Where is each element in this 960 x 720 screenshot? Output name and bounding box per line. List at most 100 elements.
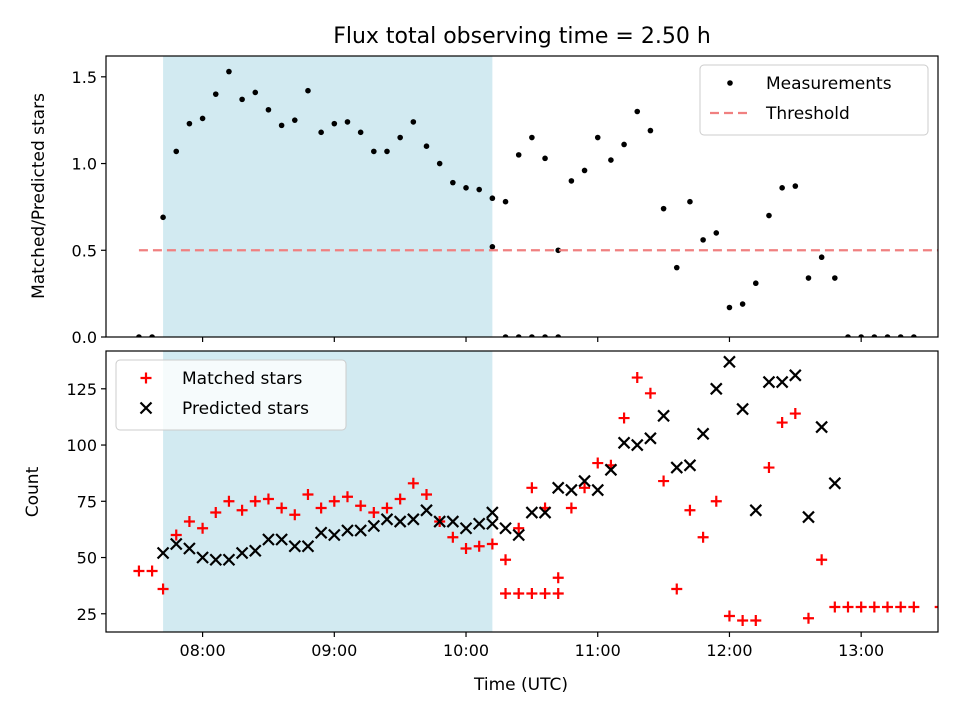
legend-box — [115, 359, 347, 431]
predicted-stars-point — [696, 427, 710, 441]
matched-stars-point — [895, 601, 907, 613]
predicted-stars-point — [565, 483, 578, 497]
matched-stars-point — [381, 502, 393, 514]
predicted-stars-point — [380, 513, 394, 526]
predicted-stars-point — [710, 382, 723, 396]
matched-stars-point — [223, 495, 235, 507]
matched-stars-point — [249, 495, 261, 507]
legend-marker-x — [139, 401, 153, 415]
legend-marker-dot — [727, 80, 733, 86]
measurement-point — [871, 334, 878, 337]
x-tick-label: 13:00 — [838, 641, 884, 660]
y-tick-label: 125 — [66, 380, 97, 399]
predicted-stars-point — [367, 519, 381, 533]
matched-stars-point — [658, 475, 670, 487]
y-tick-label: 0.5 — [72, 241, 97, 260]
predicted-stars-point — [630, 438, 644, 452]
predicted-stars-point — [222, 553, 236, 567]
y-tick-label: 1.5 — [72, 68, 97, 87]
predicted-stars-point — [657, 409, 670, 423]
legend-label: Predicted stars — [182, 399, 309, 419]
matched-stars-point — [882, 601, 894, 613]
matched-stars-point — [513, 588, 525, 600]
matched-stars-point — [684, 504, 696, 516]
matched-stars-point — [526, 588, 538, 600]
matched-stars-point — [552, 588, 564, 600]
matched-stars-point — [236, 504, 248, 516]
legend-marker-plus — [140, 372, 152, 384]
measurement-point — [515, 152, 522, 158]
measurement-point — [502, 334, 509, 337]
predicted-stars-point — [354, 524, 367, 537]
matched-stars-point — [486, 538, 498, 550]
measurement-point — [555, 247, 562, 254]
measurement-point — [226, 68, 232, 75]
predicted-stars-point — [775, 375, 789, 389]
x-tick-label: 08:00 — [180, 641, 226, 660]
matched-stars-point — [750, 615, 762, 627]
matched-stars-point — [460, 543, 472, 555]
predicted-stars-point — [235, 546, 249, 560]
matched-stars-point — [737, 615, 749, 627]
matched-stars-point — [407, 477, 419, 489]
predicted-stars-point — [393, 515, 407, 528]
measurement-point — [436, 160, 443, 167]
legend-box — [699, 64, 929, 136]
data-layer — [133, 355, 938, 627]
predicted-stars-point — [617, 436, 631, 450]
predicted-stars-point — [407, 513, 420, 526]
legend: Measurements Threshold — [699, 64, 929, 136]
matched-stars-point — [183, 516, 195, 528]
matched-stars-point — [723, 610, 735, 622]
measurement-point — [818, 254, 825, 261]
predicted-stars-point — [683, 459, 697, 472]
predicted-stars-point — [512, 528, 525, 542]
measurement-point — [515, 334, 522, 337]
measurement-point — [911, 334, 917, 337]
measurement-point — [542, 155, 548, 162]
matched-stars-point — [855, 601, 867, 613]
matched-stars-point — [579, 482, 591, 494]
predicted-stars-point — [723, 355, 736, 369]
predicted-stars-point — [183, 542, 196, 555]
y-tick-label: 50 — [77, 549, 97, 568]
measurement-point — [318, 129, 324, 136]
measurement-point — [344, 119, 351, 125]
matched-stars-point — [500, 554, 512, 566]
matched-stars-point — [671, 583, 683, 595]
predicted-stars-point — [459, 522, 473, 535]
predicted-stars-point — [802, 510, 815, 524]
predicted-stars-point — [433, 515, 446, 528]
measurement-point — [832, 275, 838, 281]
matched-stars-point — [526, 482, 538, 494]
predicted-stars-point — [789, 369, 802, 382]
matched-stars-point — [763, 462, 775, 474]
matched-stars-point — [842, 601, 854, 613]
matched-stars-point — [368, 507, 380, 519]
matched-stars-point — [170, 529, 182, 541]
predicted-stars-point — [551, 481, 565, 495]
predicted-stars-point — [262, 533, 275, 546]
axes-frame — [105, 350, 939, 633]
measurement-point — [634, 108, 641, 115]
observing-window-shade — [163, 56, 493, 337]
matched-stars-point — [447, 531, 459, 543]
measurement-point — [371, 148, 377, 155]
measurement-point — [476, 186, 482, 193]
predicted-stars-point — [486, 506, 499, 519]
predicted-stars-point — [275, 533, 288, 546]
matched-stars-point — [816, 554, 828, 566]
predicted-stars-point — [169, 537, 183, 551]
matched-stars-point — [355, 500, 367, 512]
measurement-point — [779, 185, 785, 191]
matched-stars-point — [513, 522, 525, 534]
matched-stars-point — [133, 565, 145, 577]
measurement-point — [186, 120, 193, 127]
x-tick-label: 12:00 — [706, 641, 752, 660]
measurement-point — [252, 89, 259, 96]
predicted-stars-point — [604, 463, 618, 477]
matched-stars-point — [710, 495, 722, 507]
measurement-point — [529, 134, 535, 141]
measurement-point — [410, 119, 417, 125]
